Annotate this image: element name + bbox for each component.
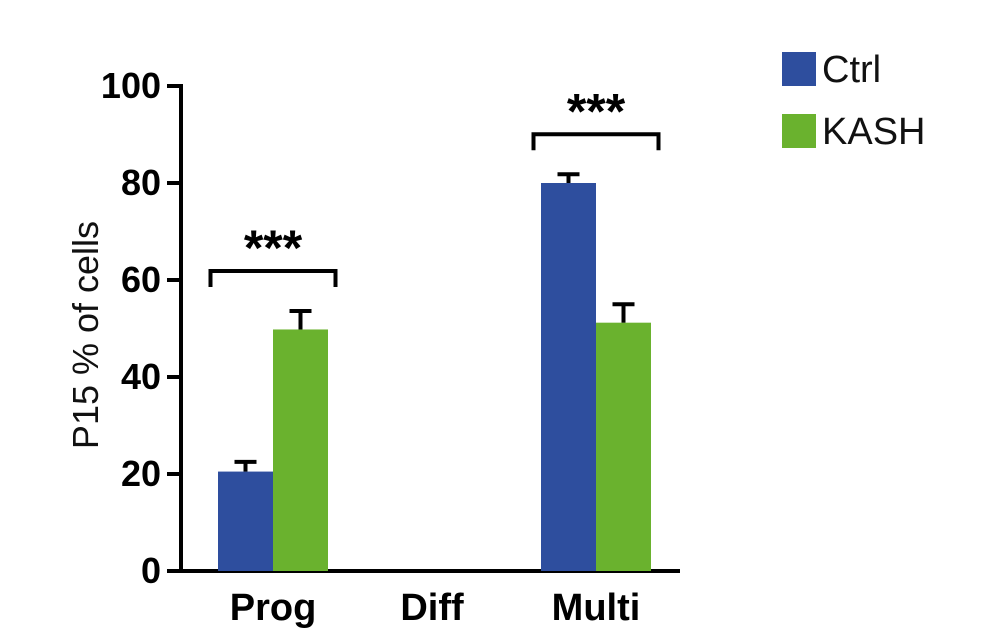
x-category-label: Diff: [400, 587, 464, 628]
significance-bracket: [531, 132, 661, 151]
significance-stars: ***: [244, 220, 303, 276]
legend-label-ctrl: Ctrl: [822, 49, 881, 91]
y-tick-label: 60: [121, 259, 161, 300]
legend-swatch-ctrl: [782, 52, 816, 86]
bar-kash: [273, 329, 328, 571]
x-category-label: Prog: [230, 587, 317, 628]
x-category-label: Multi: [552, 587, 641, 628]
bar-kash: [596, 322, 651, 571]
axes: 0 20 40 60 80 100 Prog Diff Multi: [101, 65, 680, 628]
y-tick-label: 20: [121, 453, 161, 494]
significance-annotations: *** ***: [208, 83, 661, 288]
legend: Ctrl KASH: [782, 49, 925, 153]
legend-swatch-kash: [782, 114, 816, 148]
y-tick-label: 80: [121, 162, 161, 203]
bar-ctrl: [218, 471, 273, 571]
legend-label-kash: KASH: [822, 111, 925, 153]
bars: [218, 172, 651, 571]
significance-bracket: [208, 269, 338, 288]
y-tick-label: 0: [141, 550, 161, 591]
significance-stars: ***: [567, 83, 626, 139]
y-axis-label: P15 % of cells: [65, 221, 106, 449]
bar-ctrl: [541, 183, 596, 571]
y-tick-label: 100: [101, 65, 161, 106]
y-tick-label: 40: [121, 356, 161, 397]
